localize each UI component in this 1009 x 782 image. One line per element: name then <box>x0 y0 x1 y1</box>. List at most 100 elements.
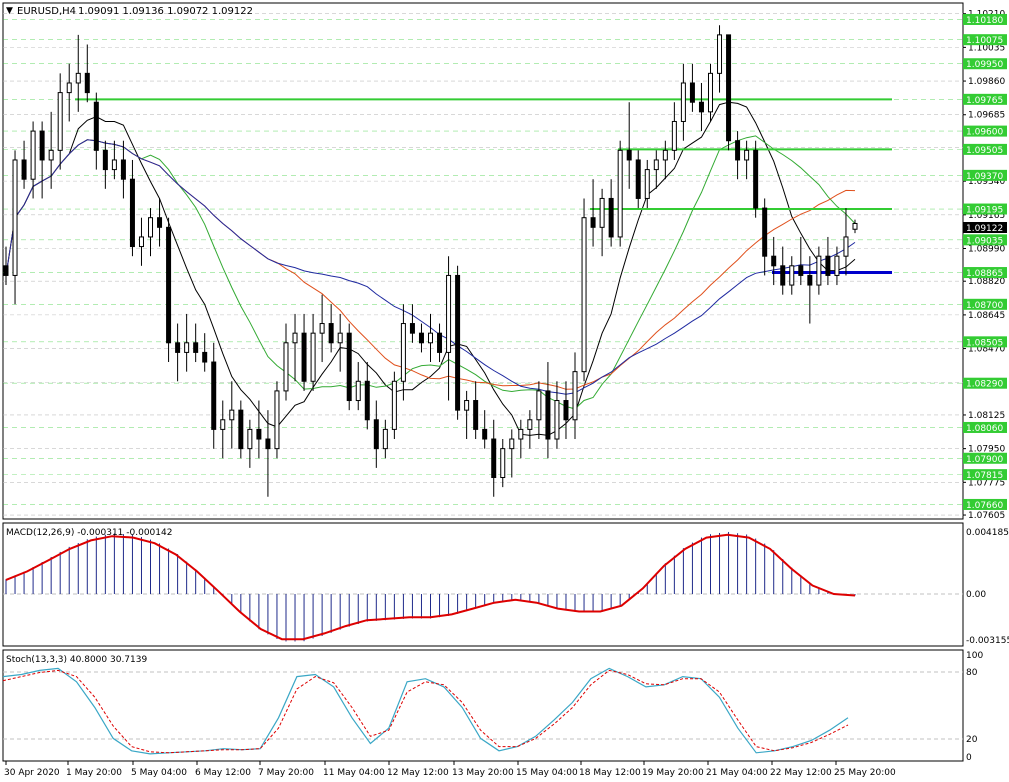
candle-body <box>400 323 406 382</box>
level-tag-bg <box>963 169 1007 181</box>
candle-body <box>762 207 768 257</box>
level-tag-bg <box>963 377 1007 389</box>
price-pane[interactable]: 1.102101.100351.098601.096851.095151.093… <box>2 2 1007 521</box>
candle-body <box>653 159 659 171</box>
candle-body <box>157 217 163 228</box>
stoch-axis-80: 80 <box>966 668 978 678</box>
time-axis: 30 Apr 2020 1 May 20:00 5 May 04:00 6 May 1… <box>4 761 896 778</box>
price-tick-label: 1.09860 <box>968 77 1005 87</box>
level-tag-label: 1.09950 <box>966 60 1003 70</box>
level-tag-label: 1.08505 <box>966 338 1003 348</box>
candle-body <box>536 390 542 421</box>
stoch-axis-20: 20 <box>966 735 978 745</box>
ma-black-line <box>5 101 856 436</box>
candle-body <box>111 159 117 171</box>
candle-body <box>184 342 190 353</box>
level-tag-bg <box>963 143 1007 155</box>
dropdown-arrow-icon[interactable]: ▼ <box>6 6 13 16</box>
candle-body <box>283 342 289 392</box>
candle-body <box>717 34 723 74</box>
candle-body <box>680 82 686 122</box>
candle-body <box>689 82 695 103</box>
candle-body <box>409 323 415 334</box>
candle-body <box>346 332 352 402</box>
candle-body <box>3 265 9 276</box>
stochastic-pane[interactable]: Stoch(13,3,3) 40.8000 30.7139 100 80 20 … <box>2 649 983 763</box>
time-label: 19 May 20:00 <box>642 768 704 778</box>
level-tag-label: 1.09370 <box>966 172 1003 182</box>
time-label: 6 May 12:00 <box>195 768 251 778</box>
level-tag-bg <box>963 203 1007 215</box>
time-label: 18 May 12:00 <box>579 768 641 778</box>
candle-body <box>84 72 90 94</box>
level-tag-label: 1.09600 <box>966 128 1003 138</box>
horizontal-levels[interactable] <box>75 98 892 275</box>
candle-body <box>455 274 461 411</box>
level-tag-bg <box>963 298 1007 310</box>
level-tag-bg <box>963 469 1007 481</box>
level-tag-bg <box>963 13 1007 25</box>
candle-body <box>662 149 668 161</box>
level-tag-label: 1.08865 <box>966 269 1003 279</box>
candle-body <box>707 72 713 113</box>
level-tag-label: 1.07900 <box>966 455 1003 465</box>
candle-body <box>554 400 560 440</box>
candle-body <box>852 222 858 230</box>
candle-body <box>491 438 497 479</box>
candle-body <box>726 34 732 142</box>
candle-body <box>57 92 63 151</box>
time-label: 7 May 20:00 <box>258 768 314 778</box>
price-tick-label: 1.07950 <box>968 445 1005 455</box>
price-tick-label: 1.08990 <box>968 244 1005 254</box>
level-tag-label: 1.10180 <box>966 16 1003 26</box>
stoch-axis-0: 0 <box>966 753 972 763</box>
candle-body <box>66 82 72 94</box>
level-tag-bg <box>963 336 1007 348</box>
candle-body <box>292 332 298 344</box>
macd-pane[interactable]: MACD(12,26,9) -0.000311 -0.000142 0.0041… <box>2 522 1009 647</box>
macd-axis-max: 0.004185 <box>966 528 1009 538</box>
candle-body <box>500 448 506 479</box>
stoch-signal-line <box>2 669 849 754</box>
candle-body <box>129 178 135 248</box>
price-tick-label: 1.09340 <box>968 177 1005 187</box>
candle-body <box>102 149 108 171</box>
candle-body <box>337 332 343 344</box>
time-label: 1 May 20:00 <box>66 768 122 778</box>
candle-body <box>635 159 641 199</box>
candle-body <box>798 265 804 276</box>
level-tag-bg <box>963 93 1007 105</box>
candle-body <box>527 419 533 430</box>
candle-body <box>148 217 154 238</box>
level-tag-label: 1.07660 <box>966 501 1003 511</box>
candle-body <box>825 255 831 276</box>
macd-signal-line <box>5 533 856 641</box>
candle-body <box>599 197 605 228</box>
candle-body <box>744 149 750 161</box>
candle-body <box>310 332 316 382</box>
price-tick-label: 1.08645 <box>968 311 1005 321</box>
time-label: 25 May 20:00 <box>834 768 896 778</box>
time-label: 15 May 04:00 <box>516 768 578 778</box>
candle-body <box>120 159 126 180</box>
candle-body <box>473 400 479 430</box>
level-tag-label: 1.09765 <box>966 96 1003 106</box>
price-tick-label: 1.08470 <box>968 345 1005 355</box>
candle-body <box>211 361 217 430</box>
candle-body <box>590 217 596 228</box>
candle-body <box>301 332 307 382</box>
stoch-label: Stoch(13,3,3) 40.8000 30.7139 <box>6 655 147 665</box>
price-tick-label: 1.08820 <box>968 277 1005 287</box>
level-tag-label: 1.08700 <box>966 301 1003 311</box>
level-tag-label: 1.09505 <box>966 146 1003 156</box>
stoch-main-line <box>2 667 849 755</box>
candle-body <box>21 159 27 180</box>
candle-body <box>644 169 650 199</box>
header: ▼ EURUSD,H4 1.09091 1.09136 1.09072 1.09… <box>6 6 253 17</box>
candle-body <box>373 419 379 450</box>
macd-axis-zero: 0.00 <box>966 590 986 600</box>
candle-body <box>608 197 614 238</box>
level-tag-label: 1.10075 <box>966 36 1003 46</box>
candle-body <box>572 371 578 421</box>
